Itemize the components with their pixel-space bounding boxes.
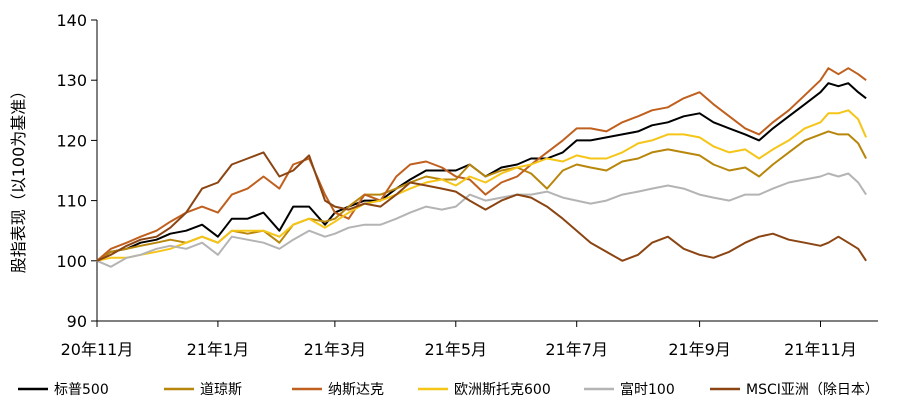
legend-label: MSCI亚洲（除日本）	[746, 382, 879, 398]
series-line-5	[96, 151, 867, 262]
x-tick-label: 21年3月	[304, 340, 367, 359]
y-tick-label: 120	[56, 131, 87, 150]
series-line-0	[96, 82, 867, 262]
x-tick-label: 21年5月	[425, 340, 488, 359]
x-tick-label: 21年11月	[784, 340, 857, 359]
legend-label: 欧洲斯托克600	[454, 382, 551, 398]
y-tick-label: 100	[56, 252, 87, 271]
y-tick-label: 140	[56, 11, 87, 30]
legend-label: 纳斯达克	[328, 382, 384, 398]
series-lines	[96, 67, 868, 268]
x-tick-label: 20年11月	[61, 340, 134, 359]
y-tick-label: 130	[56, 71, 87, 90]
legend-item: 欧洲斯托克600	[418, 382, 551, 398]
legend-item: MSCI亚洲（除日本）	[710, 382, 879, 398]
y-tick-label: 110	[56, 192, 87, 211]
y-axis-label: 股指表现（以100为基准）	[9, 83, 28, 274]
y-axis: 90 100 110 120 130 140	[56, 11, 98, 331]
legend-label: 道琼斯	[200, 382, 242, 398]
legend-label: 富时100	[620, 381, 675, 398]
legend-item: 道琼斯	[164, 382, 242, 398]
y-tick-label: 90	[67, 312, 87, 331]
x-tick-label: 21年1月	[187, 340, 250, 359]
x-tick-label: 21年7月	[545, 340, 608, 359]
series-line-2	[96, 67, 867, 262]
x-tick-label: 21年9月	[668, 340, 731, 359]
legend-item: 纳斯达克	[292, 382, 384, 398]
legend-label: 标普500	[54, 382, 109, 398]
x-axis: 20年11月 21年1月 21年3月 21年5月 21年7月 21年9月 21年11月	[61, 320, 878, 359]
series-line-3	[96, 109, 868, 262]
legend: 标普500 道琼斯 纳斯达克 欧洲斯托克600 富时100 MSCI亚洲（除日本）	[18, 381, 879, 398]
legend-item: 标普500	[18, 382, 109, 398]
series-line-4	[96, 172, 867, 268]
legend-item: 富时100	[584, 381, 675, 398]
